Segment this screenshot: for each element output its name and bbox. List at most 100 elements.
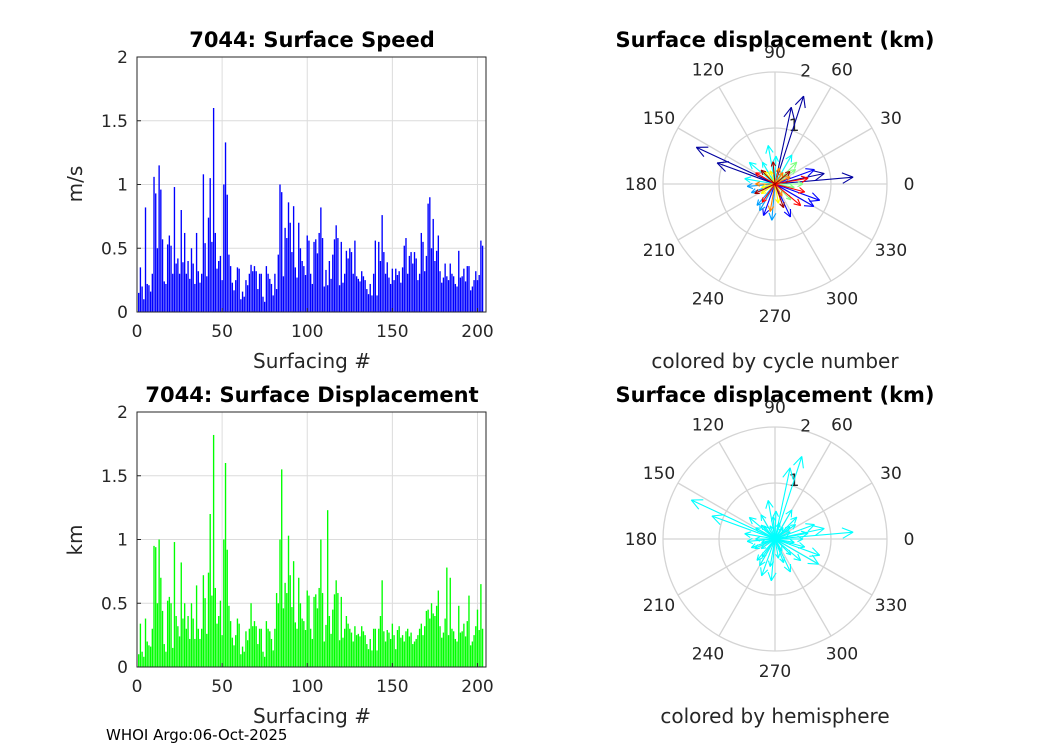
bar	[138, 292, 140, 313]
bar	[299, 603, 302, 667]
bar	[296, 277, 298, 312]
bar	[337, 238, 339, 312]
bar	[252, 626, 254, 667]
bar	[182, 618, 184, 667]
bar	[344, 273, 346, 312]
y-tick-label: 0.5	[101, 239, 128, 259]
bar	[221, 280, 223, 313]
bar	[201, 273, 203, 312]
bar	[320, 207, 322, 312]
bar	[475, 271, 477, 312]
bar	[355, 276, 358, 312]
bar	[292, 561, 295, 667]
bar	[376, 650, 378, 667]
bar	[454, 283, 457, 312]
bar	[408, 255, 411, 312]
bar	[279, 184, 281, 312]
bar	[330, 278, 332, 312]
displacement-vector	[767, 538, 777, 582]
bar	[441, 282, 443, 312]
bar	[441, 637, 443, 667]
displacement-title: 7044: Surface Displacement	[145, 383, 478, 407]
displacement-vector	[774, 183, 785, 209]
bar	[183, 232, 186, 312]
bar	[229, 266, 232, 312]
bar	[156, 603, 159, 667]
bar	[199, 282, 201, 312]
bar	[224, 142, 227, 312]
bar	[413, 641, 416, 667]
bar	[326, 285, 329, 312]
bar	[216, 623, 218, 667]
angle-label: 180	[625, 530, 657, 550]
bar	[211, 241, 213, 313]
bar	[289, 222, 291, 312]
bar	[476, 609, 479, 668]
bar	[284, 227, 286, 312]
bar	[447, 280, 450, 313]
bar	[478, 630, 480, 667]
bar	[281, 192, 283, 312]
bar	[429, 618, 431, 667]
bar	[211, 595, 213, 667]
bar	[447, 635, 450, 668]
bar	[458, 605, 460, 667]
bar	[146, 641, 148, 667]
bar	[439, 626, 441, 667]
bar	[442, 632, 445, 667]
bar	[359, 281, 361, 312]
bar	[454, 638, 457, 667]
bar	[277, 603, 279, 667]
bar	[391, 268, 394, 312]
bar	[444, 618, 446, 667]
bar	[298, 577, 300, 667]
bar	[316, 608, 319, 667]
bar	[241, 646, 244, 667]
bar	[206, 276, 208, 312]
bar	[381, 215, 383, 312]
displacement-vector	[760, 538, 776, 577]
bar	[478, 275, 480, 312]
bar	[309, 628, 312, 667]
bar	[304, 275, 307, 312]
bar	[475, 626, 477, 667]
displacement-plot: 0 50 100 150 200 0 0.5 1 1.5 2	[101, 403, 494, 697]
bar	[386, 630, 388, 667]
bar	[325, 269, 327, 312]
bar	[384, 641, 387, 667]
bar	[381, 580, 383, 667]
bar	[456, 641, 458, 667]
y-tick-label: 2	[117, 403, 128, 423]
bar	[335, 225, 337, 312]
displacement-vector	[774, 172, 784, 185]
displacement-vector	[744, 176, 776, 185]
displacement-vector	[775, 535, 804, 543]
bar	[342, 282, 344, 312]
bar	[233, 645, 235, 667]
bar	[389, 638, 392, 667]
bar	[372, 273, 375, 312]
bar	[367, 294, 370, 312]
bar	[470, 290, 472, 312]
bar	[372, 628, 375, 667]
bar	[427, 609, 429, 668]
x-tick-label: 200	[461, 322, 493, 342]
bar	[425, 255, 428, 312]
y-tick-label: 0	[117, 658, 128, 678]
bar	[337, 593, 339, 667]
bar	[366, 644, 368, 667]
bar	[362, 276, 365, 312]
bar	[258, 628, 261, 667]
bar	[260, 628, 262, 667]
bar	[379, 616, 382, 667]
bar	[452, 276, 455, 312]
bar	[349, 628, 351, 667]
bar	[255, 626, 257, 667]
bar	[172, 273, 174, 312]
angle-label: 120	[692, 61, 724, 81]
bar	[437, 590, 440, 667]
bar	[461, 276, 463, 312]
bar	[323, 641, 325, 667]
bar	[204, 243, 206, 312]
bar	[195, 585, 198, 667]
